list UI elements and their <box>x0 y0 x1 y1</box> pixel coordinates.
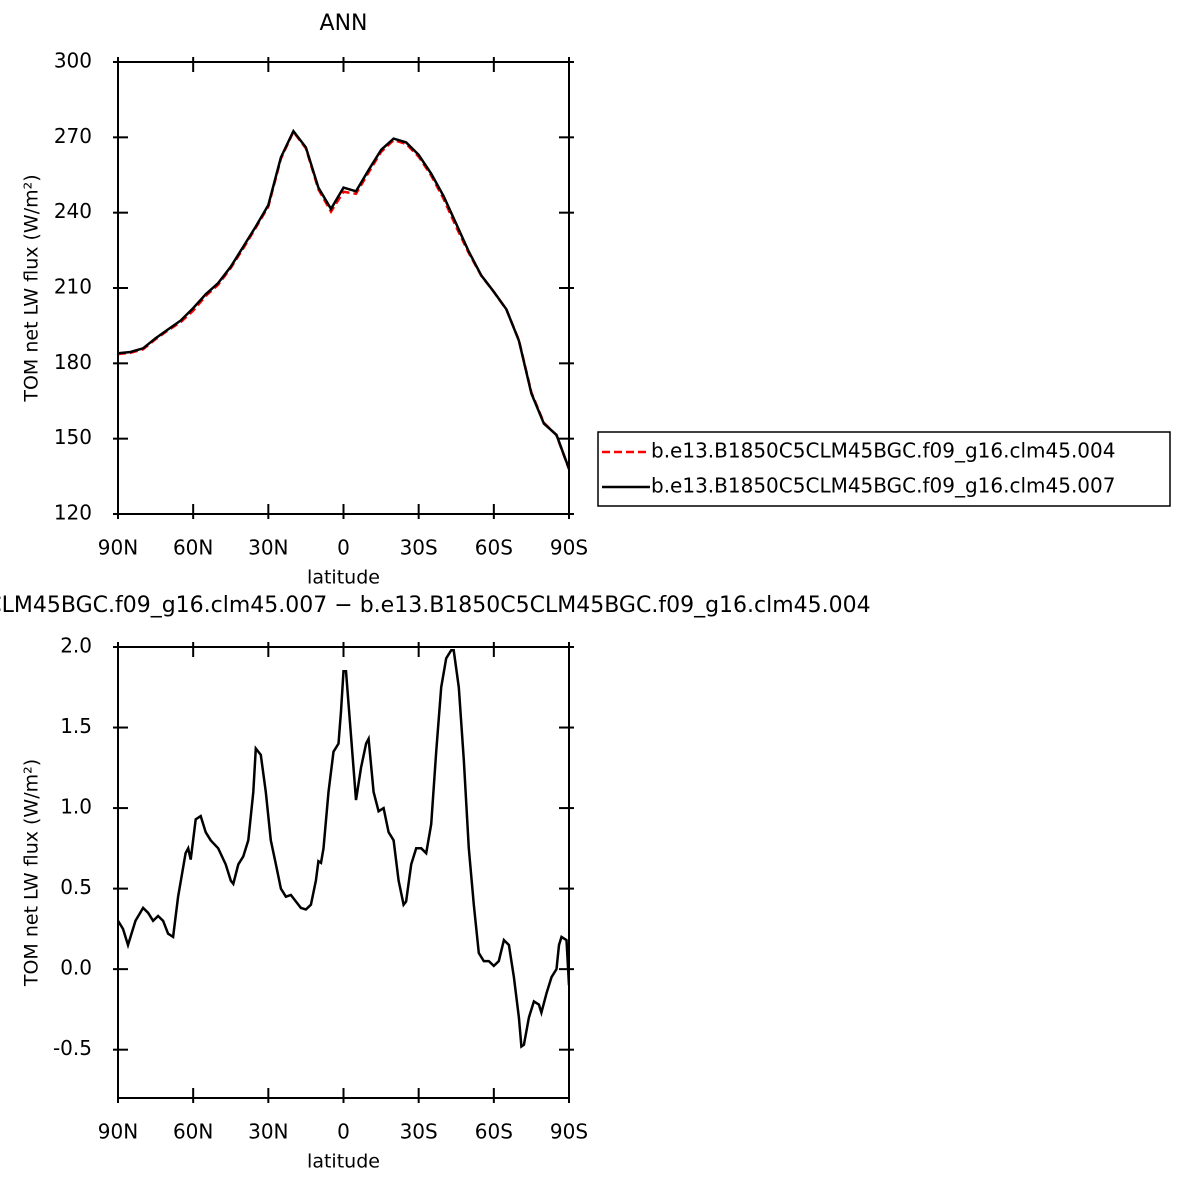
y-tick-label: 0.5 <box>60 875 92 899</box>
y-tick-label: 210 <box>54 275 92 299</box>
x-tick-label: 30N <box>248 1120 288 1144</box>
legend-label: b.e13.B1850C5CLM45BGC.f09_g16.clm45.007 <box>651 474 1115 498</box>
chart-title: b.e13.B1850C5CLM45BGC.f09_g16.clm45.007 … <box>0 593 871 618</box>
y-tick-label: 1.0 <box>60 795 92 819</box>
y-axis-label: TOM net LW flux (W/m²) <box>21 174 43 402</box>
plot-frame <box>117 61 570 515</box>
chart-title: ANN <box>320 11 368 36</box>
x-tick-label: 30N <box>248 536 288 560</box>
legend-box <box>597 431 1171 507</box>
plot-frame <box>117 646 570 1099</box>
y-axis-label: TOM net LW flux (W/m²) <box>21 759 43 987</box>
y-tick-label: -0.5 <box>53 1036 92 1060</box>
x-tick-label: 0 <box>337 1120 350 1144</box>
y-tick-label: 180 <box>54 350 92 374</box>
y-tick-label: 0.0 <box>60 956 92 980</box>
x-tick-label: 90N <box>98 1120 138 1144</box>
data-line <box>118 128 569 470</box>
y-tick-label: 240 <box>54 199 92 223</box>
y-tick-label: 120 <box>54 501 92 525</box>
x-tick-label: 90N <box>98 536 138 560</box>
x-tick-label: 30S <box>400 536 438 560</box>
y-tick-label: 270 <box>54 124 92 148</box>
y-tick-label: 2.0 <box>60 634 92 658</box>
y-tick-label: 300 <box>54 49 92 73</box>
x-tick-label: 90S <box>550 536 588 560</box>
x-axis-label: latitude <box>307 567 380 589</box>
y-tick-label: 150 <box>54 425 92 449</box>
y-tick-label: 1.5 <box>60 714 92 738</box>
data-line <box>118 648 569 1049</box>
legend-label: b.e13.B1850C5CLM45BGC.f09_g16.clm45.004 <box>651 439 1115 463</box>
x-tick-label: 0 <box>337 536 350 560</box>
x-tick-label: 60N <box>173 1120 213 1144</box>
x-tick-label: 60S <box>475 536 513 560</box>
x-tick-label: 60S <box>475 1120 513 1144</box>
x-tick-label: 60N <box>173 536 213 560</box>
x-axis-label: latitude <box>307 1151 380 1173</box>
x-tick-label: 90S <box>550 1120 588 1144</box>
x-tick-label: 30S <box>400 1120 438 1144</box>
